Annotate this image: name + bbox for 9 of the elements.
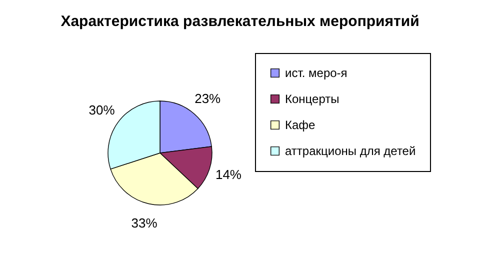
legend-label: Кафе: [285, 118, 316, 132]
data-label: 30%: [88, 102, 116, 118]
legend-label: аттракционы для детей: [285, 144, 416, 158]
chart-title: Характеристика развлекательных мероприятий: [60, 13, 420, 30]
legend-label: ист. меро-я: [285, 66, 348, 80]
data-label: 14%: [215, 167, 242, 182]
legend-label: Концерты: [285, 92, 340, 106]
data-label: 23%: [194, 90, 222, 106]
data-label: 33%: [131, 215, 158, 230]
